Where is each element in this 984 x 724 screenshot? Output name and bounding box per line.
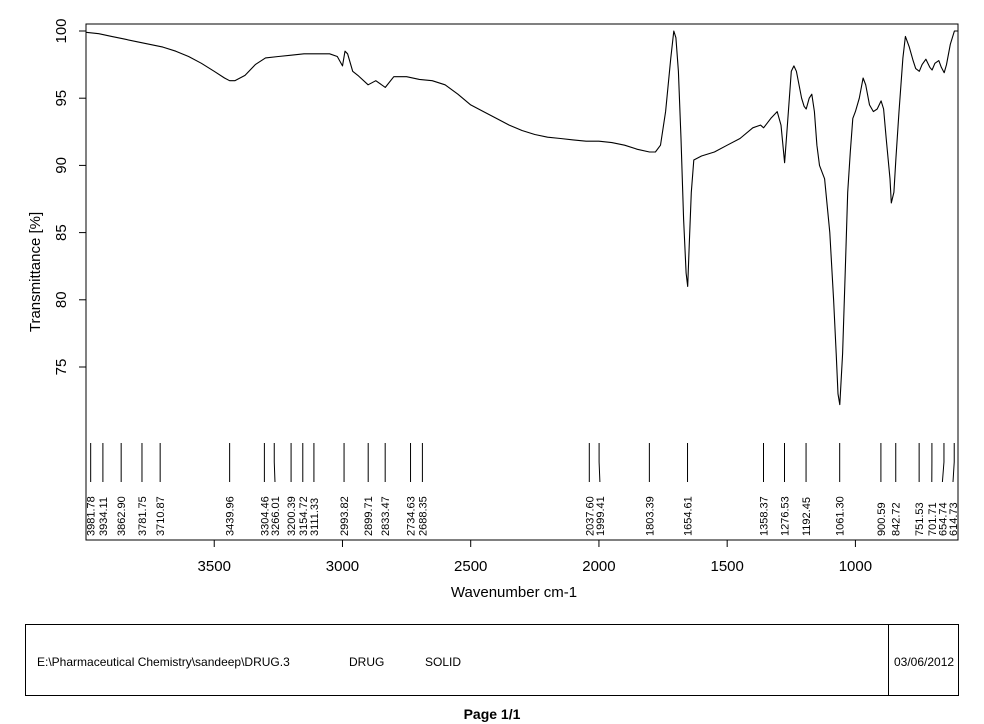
- peak-label: 2899.71: [363, 496, 375, 536]
- y-tick-label: 100: [53, 18, 70, 43]
- y-tick-label: 75: [53, 359, 70, 376]
- peak-label: 1803.39: [644, 496, 656, 536]
- peak-label: 654.74: [937, 502, 949, 536]
- plot-frame: [85, 23, 959, 541]
- peak-label: 1276.53: [779, 496, 791, 536]
- spectrum-line: [85, 30, 958, 406]
- x-tick-label: 3500: [198, 558, 231, 575]
- peak-label: 900.59: [876, 502, 888, 536]
- peak-label: 2688.35: [417, 496, 429, 536]
- peak-label: 2993.82: [339, 496, 351, 536]
- peak-label: 3200.39: [286, 496, 298, 536]
- x-tick-label: 1000: [839, 558, 872, 575]
- peak-label: 1061.30: [835, 496, 847, 536]
- peak-label: 3111.33: [309, 498, 321, 536]
- sample-state: SOLID: [425, 655, 462, 669]
- y-axis-label: Transmittance [%]: [27, 212, 44, 332]
- y-tick-label: 80: [53, 291, 70, 308]
- file-path: E:\Pharmaceutical Chemistry\sandeep\DRUG…: [37, 655, 290, 669]
- peak-label: 3862.90: [116, 496, 128, 536]
- peak-marker: [941, 443, 945, 483]
- peak-label: 2037.60: [584, 496, 596, 536]
- sample-name: DRUG: [349, 655, 385, 669]
- sample-info-box: E:\Pharmaceutical Chemistry\sandeep\DRUG…: [25, 624, 959, 696]
- peak-label: 1192.45: [801, 497, 813, 536]
- x-tick-label: 2500: [454, 558, 487, 575]
- x-tick-label: 3000: [326, 558, 359, 575]
- peak-label: 842.72: [891, 502, 903, 536]
- footer-divider: [888, 625, 889, 695]
- peak-label: 701.71: [927, 502, 939, 536]
- peak-label: 3781.75: [137, 496, 149, 536]
- peak-label: 3439.96: [225, 496, 237, 536]
- peak-label: 2734.63: [406, 496, 418, 536]
- peak-label: 3981.78: [86, 496, 98, 536]
- y-tick-label: 85: [53, 224, 70, 241]
- peak-label: 3934.11: [98, 497, 110, 536]
- peak-marker: [273, 443, 276, 483]
- peak-label: 3710.87: [155, 496, 167, 536]
- peak-label: 1654.61: [683, 496, 695, 536]
- peak-label: 1999.41: [595, 496, 607, 536]
- peak-label: 2833.47: [380, 496, 392, 536]
- y-tick-label: 90: [53, 157, 70, 174]
- x-axis-label: Wavenumber cm-1: [451, 584, 577, 601]
- page-number: Page 1/1: [463, 706, 521, 722]
- peak-label: 3154.72: [298, 496, 310, 536]
- peak-label: 1358.37: [759, 496, 771, 536]
- peak-marker: [952, 443, 955, 483]
- x-tick-label: 1500: [710, 558, 743, 575]
- ir-spectrum-chart: 75 80 85 90 95 100 Transmittance [%] 3500 3000 25…: [27, 18, 960, 601]
- peak-label: 751.53: [914, 502, 926, 536]
- peak-label: 3304.46: [259, 496, 271, 536]
- measurement-date: 03/06/2012: [894, 655, 955, 669]
- x-tick-label: 2000: [582, 558, 615, 575]
- peak-label: 3266.01: [270, 496, 282, 536]
- y-tick-label: 95: [53, 90, 70, 107]
- peak-marker: [598, 443, 601, 483]
- peak-label: 614.73: [948, 502, 960, 536]
